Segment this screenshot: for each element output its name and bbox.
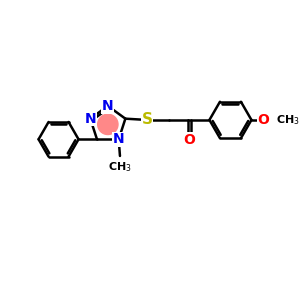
- Text: O: O: [184, 133, 195, 147]
- Text: N: N: [113, 132, 124, 146]
- Text: O: O: [258, 113, 269, 127]
- Text: N: N: [85, 112, 96, 126]
- Text: CH$_3$: CH$_3$: [108, 160, 132, 174]
- Text: N: N: [102, 99, 114, 113]
- Text: CH$_3$: CH$_3$: [276, 113, 300, 127]
- Circle shape: [98, 114, 118, 134]
- Text: S: S: [142, 112, 153, 128]
